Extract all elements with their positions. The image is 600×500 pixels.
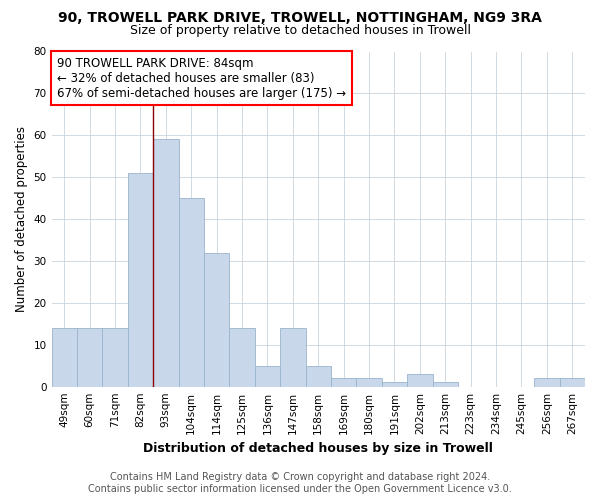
Text: 90, TROWELL PARK DRIVE, TROWELL, NOTTINGHAM, NG9 3RA: 90, TROWELL PARK DRIVE, TROWELL, NOTTING…	[58, 12, 542, 26]
Bar	[128, 173, 153, 386]
Bar	[356, 378, 382, 386]
Bar	[534, 378, 560, 386]
Y-axis label: Number of detached properties: Number of detached properties	[15, 126, 28, 312]
X-axis label: Distribution of detached houses by size in Trowell: Distribution of detached houses by size …	[143, 442, 493, 455]
Bar	[407, 374, 433, 386]
Text: Contains HM Land Registry data © Crown copyright and database right 2024.
Contai: Contains HM Land Registry data © Crown c…	[88, 472, 512, 494]
Bar	[305, 366, 331, 386]
Text: Size of property relative to detached houses in Trowell: Size of property relative to detached ho…	[130, 24, 470, 37]
Bar	[433, 382, 458, 386]
Bar	[229, 328, 255, 386]
Bar	[560, 378, 585, 386]
Bar	[331, 378, 356, 386]
Bar	[280, 328, 305, 386]
Text: 90 TROWELL PARK DRIVE: 84sqm
← 32% of detached houses are smaller (83)
67% of se: 90 TROWELL PARK DRIVE: 84sqm ← 32% of de…	[57, 56, 346, 100]
Bar	[382, 382, 407, 386]
Bar	[153, 140, 179, 386]
Bar	[77, 328, 103, 386]
Bar	[204, 252, 229, 386]
Bar	[255, 366, 280, 386]
Bar	[52, 328, 77, 386]
Bar	[179, 198, 204, 386]
Bar	[103, 328, 128, 386]
